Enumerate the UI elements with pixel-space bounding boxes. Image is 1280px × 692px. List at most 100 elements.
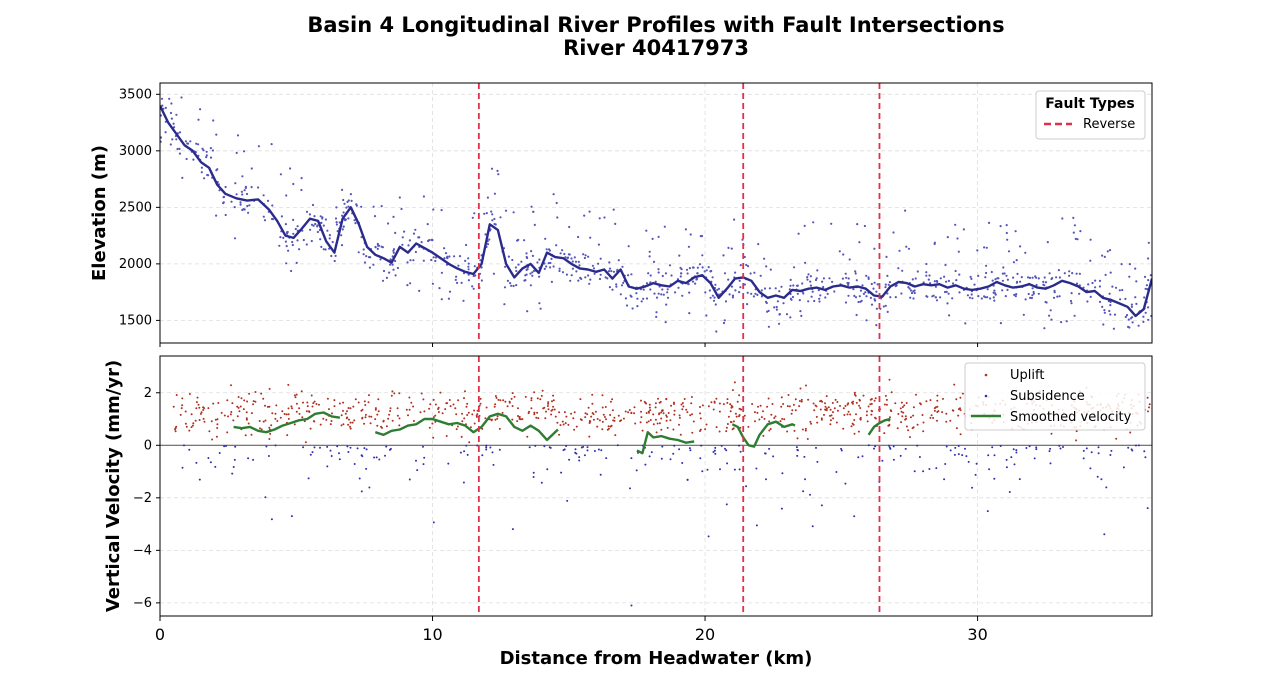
elevation-point (627, 245, 630, 248)
elevation-point (914, 277, 917, 280)
velocity-ytick-label--2: −2 (133, 491, 152, 506)
uplift-point (360, 409, 363, 412)
elevation-point (798, 299, 801, 302)
uplift-point (484, 417, 487, 420)
uplift-point (591, 412, 594, 414)
uplift-point (199, 412, 202, 415)
elevation-point (1106, 250, 1109, 253)
uplift-point (434, 403, 437, 406)
elevation-point (854, 296, 858, 299)
elevation-point (884, 283, 887, 286)
elevation-point (1142, 315, 1145, 318)
elevation-point (828, 277, 831, 280)
elevation-point (1098, 279, 1102, 282)
elevation-point (1118, 289, 1121, 292)
elevation-ytick-label-3000: 3000 (119, 144, 152, 159)
uplift-point (464, 390, 466, 393)
elevation-point (525, 252, 528, 255)
subsidence-point (264, 496, 267, 499)
subsidence-point (349, 446, 352, 449)
uplift-point (498, 427, 501, 430)
elevation-point (665, 303, 668, 306)
subsidence-point (719, 468, 721, 471)
elevation-point (430, 258, 433, 262)
elevation-point (901, 269, 904, 272)
subsidence-point (511, 528, 514, 531)
uplift-point (264, 404, 266, 407)
elevation-point (320, 221, 323, 224)
uplift-point (937, 410, 940, 413)
subsidence-point (1122, 466, 1125, 469)
elevation-point (696, 272, 699, 275)
elevation-point (844, 301, 848, 304)
elevation-point (300, 177, 303, 180)
uplift-point (517, 415, 519, 417)
uplift-point (669, 419, 672, 422)
velocity-ytick-label-2: 2 (144, 386, 152, 401)
elevation-point (722, 321, 726, 325)
uplift-point (471, 413, 474, 416)
elevation-point (854, 272, 857, 275)
elevation-point (1104, 273, 1107, 276)
elevation-point (629, 294, 632, 297)
elevation-point (1119, 298, 1122, 301)
uplift-point (672, 428, 675, 431)
elevation-point (1015, 293, 1018, 296)
elevation-point (539, 307, 542, 310)
uplift-point (364, 413, 367, 416)
uplift-point (903, 404, 906, 407)
uplift-point (770, 413, 773, 416)
subsidence-point (568, 458, 571, 461)
elevation-point (302, 238, 305, 242)
elevation-point (608, 286, 612, 289)
chart-title-line1: Basin 4 Longitudinal River Profiles with… (307, 13, 1004, 37)
subsidence-point (953, 453, 956, 456)
elevation-point (552, 193, 555, 196)
uplift-point (528, 410, 531, 413)
elevation-point (538, 258, 541, 261)
elevation-point (947, 279, 951, 282)
elevation-point (769, 268, 772, 271)
elevation-point (313, 215, 316, 218)
elevation-point (389, 258, 392, 261)
elevation-point (1056, 295, 1059, 298)
elevation-point (831, 280, 834, 283)
elevation-point (1145, 284, 1148, 287)
uplift-point (463, 397, 465, 400)
subsidence-point (422, 445, 424, 448)
elevation-point (532, 210, 535, 213)
elevation-point (1019, 245, 1022, 248)
uplift-point (796, 437, 799, 440)
elevation-point (1089, 259, 1092, 262)
elevation-point (691, 280, 695, 283)
elevation-point (746, 265, 750, 268)
uplift-point (691, 431, 694, 434)
uplift-point (681, 408, 684, 411)
elevation-point (1043, 276, 1046, 279)
elevation-point (571, 260, 574, 263)
uplift-point (649, 409, 652, 412)
uplift-point (799, 387, 802, 390)
uplift-point (370, 415, 373, 418)
elevation-point (980, 297, 983, 300)
uplift-point (293, 394, 296, 397)
elevation-point (578, 264, 581, 267)
uplift-point (771, 403, 774, 405)
elevation-point (531, 254, 535, 257)
uplift-point (933, 409, 936, 412)
elevation-point (652, 260, 656, 263)
uplift-point (511, 405, 514, 407)
elevation-point (664, 321, 667, 324)
elevation-point (687, 245, 691, 248)
uplift-point (804, 427, 807, 430)
uplift-point (725, 430, 728, 433)
elevation-point (888, 281, 892, 284)
elevation-point (222, 201, 225, 204)
uplift-point (191, 424, 194, 427)
elevation-point (962, 228, 966, 231)
uplift-point (691, 413, 693, 416)
uplift-point (444, 408, 447, 411)
elevation-point (526, 310, 529, 313)
uplift-point (762, 434, 765, 437)
elevation-point (1019, 280, 1022, 283)
